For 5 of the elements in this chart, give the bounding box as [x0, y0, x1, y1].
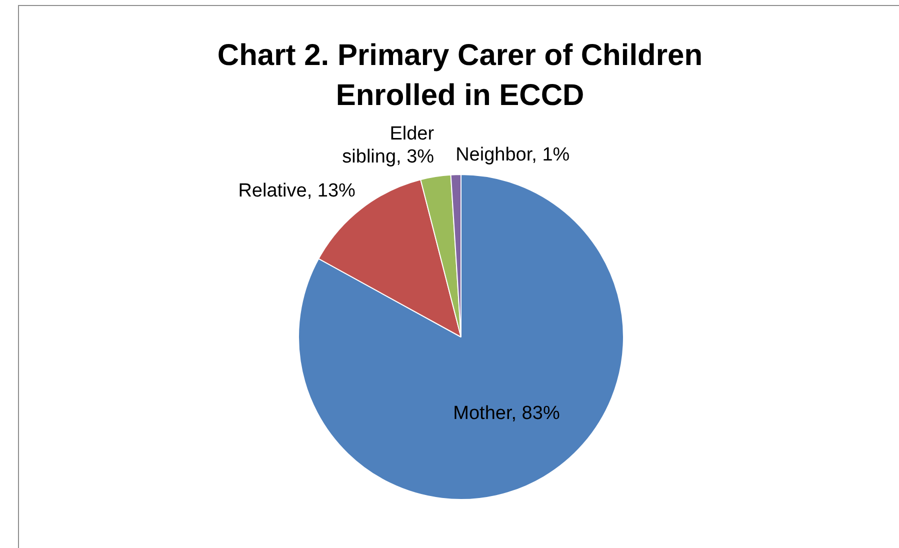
slice-label: Relative, 13% — [238, 180, 356, 202]
slice-label: Neighbor, 1% — [456, 144, 570, 166]
slice-label: Elder sibling, 3% — [342, 124, 435, 168]
chart-title: Chart 2. Primary Carer of Children Enrolled in ECCD — [216, 38, 704, 114]
slice-label: Mother, 83% — [453, 403, 560, 424]
